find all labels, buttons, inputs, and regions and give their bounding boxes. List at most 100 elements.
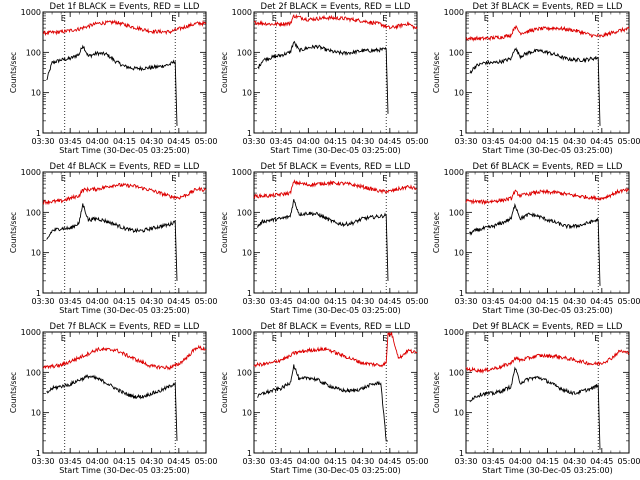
panel-det-7: Det 7f BLACK = Events, RED = LLD 1 10 100 10…: [9, 322, 218, 475]
y-axis-label: Counts/sec: [432, 372, 441, 413]
eclipse-marker-label: E: [61, 334, 66, 343]
plot-frame: [42, 331, 207, 454]
x-tick-label: 03:30: [454, 297, 477, 306]
x-axis-label: Start Time (30-Dec-05 03:25:00): [59, 306, 190, 315]
x-tick-label: 04:00: [509, 137, 532, 146]
series-events-line: [46, 203, 178, 281]
y-axis-label: Counts/sec: [220, 372, 229, 413]
x-tick-label: 05:00: [617, 297, 640, 306]
eclipse-marker-label: E: [594, 14, 599, 23]
y-tick-label: 1000: [232, 328, 252, 337]
y-tick-label: 10: [242, 409, 252, 418]
y-tick-label: 1000: [21, 168, 41, 177]
x-tick-label: 04:00: [86, 457, 109, 466]
y-tick-label: 1000: [232, 168, 252, 177]
panel-det-8: Det 8f BLACK = Events, RED = LLD 1 10 100 10…: [220, 322, 429, 475]
y-tick-label: 1: [459, 129, 464, 138]
x-tick-label: 03:45: [59, 297, 82, 306]
x-tick-label: 04:00: [297, 297, 320, 306]
series-lld-line: [253, 179, 418, 200]
eclipse-marker-label: E: [171, 334, 176, 343]
y-tick-label: 1: [36, 289, 41, 298]
x-tick-label: 04:30: [140, 137, 163, 146]
y-tick-label: 100: [237, 208, 252, 217]
x-tick-label: 03:45: [59, 137, 82, 146]
panel-title: Det 1f BLACK = Events, RED = LLD: [50, 2, 200, 12]
panel-det-5: Det 5f BLACK = Events, RED = LLD 1 10 100 10…: [220, 162, 429, 315]
x-tick-label: 05:00: [194, 457, 217, 466]
y-tick-label: 100: [26, 208, 41, 217]
x-tick-label: 03:30: [242, 457, 265, 466]
y-tick-label: 1: [247, 449, 252, 458]
panel-title: Det 8f BLACK = Events, RED = LLD: [261, 322, 411, 332]
y-tick-label: 1: [459, 449, 464, 458]
x-tick-label: 05:00: [405, 297, 428, 306]
y-tick-label: 1: [459, 289, 464, 298]
x-axis-label: Start Time (30-Dec-05 03:25:00): [482, 146, 613, 155]
y-tick-label: 10: [242, 89, 252, 98]
x-tick-label: 04:00: [86, 137, 109, 146]
series-lld-line: [465, 349, 630, 374]
x-tick-label: 04:30: [563, 297, 586, 306]
panel-title: Det 3f BLACK = Events, RED = LLD: [473, 2, 623, 12]
y-axis-label: Counts/sec: [9, 372, 18, 413]
y-axis-label: Counts/sec: [9, 52, 18, 93]
eclipse-marker-label: E: [484, 174, 489, 183]
panel-det-3: Det 3f BLACK = Events, RED = LLD 1 10 100 10…: [432, 2, 640, 155]
x-tick-label: 03:30: [454, 137, 477, 146]
x-tick-label: 04:45: [378, 297, 401, 306]
eclipse-marker-label: E: [61, 14, 66, 23]
x-tick-label: 04:30: [351, 297, 374, 306]
y-tick-label: 1000: [21, 328, 41, 337]
x-tick-label: 04:15: [324, 137, 347, 146]
x-tick-label: 04:30: [140, 297, 163, 306]
x-tick-label: 04:45: [167, 137, 190, 146]
panel-title: Det 4f BLACK = Events, RED = LLD: [50, 162, 200, 172]
y-tick-label: 1000: [232, 8, 252, 17]
x-tick-label: 04:30: [563, 137, 586, 146]
series-events-line: [257, 40, 389, 114]
x-tick-label: 04:00: [509, 297, 532, 306]
plot-frame: [465, 331, 630, 454]
y-axis-label: Counts/sec: [220, 52, 229, 93]
panel-title: Det 2f BLACK = Events, RED = LLD: [261, 2, 411, 12]
y-tick-label: 10: [31, 89, 41, 98]
x-tick-label: 04:00: [86, 297, 109, 306]
x-axis-label: Start Time (30-Dec-05 03:25:00): [270, 306, 401, 315]
y-tick-label: 1: [36, 129, 41, 138]
y-tick-label: 100: [449, 368, 464, 377]
y-tick-label: 100: [449, 208, 464, 217]
x-axis-label: Start Time (30-Dec-05 03:25:00): [59, 146, 190, 155]
x-tick-label: 04:00: [297, 137, 320, 146]
panel-det-9: Det 9f BLACK = Events, RED = LLD 1 10 100 10…: [432, 322, 640, 475]
y-tick-label: 10: [31, 249, 41, 258]
series-events-line: [469, 366, 601, 450]
y-axis-label: Counts/sec: [9, 212, 18, 253]
x-axis-label: Start Time (30-Dec-05 03:25:00): [482, 466, 613, 475]
y-tick-label: 10: [454, 409, 464, 418]
x-tick-label: 03:30: [31, 457, 54, 466]
eclipse-marker-label: E: [382, 14, 387, 23]
plot-frame: [42, 171, 207, 294]
x-tick-label: 03:45: [270, 297, 293, 306]
x-tick-label: 04:30: [351, 457, 374, 466]
panel-det-4: Det 4f BLACK = Events, RED = LLD 1 10 100 10…: [9, 162, 218, 315]
x-tick-label: 04:30: [351, 137, 374, 146]
y-tick-label: 100: [237, 368, 252, 377]
x-tick-label: 04:15: [113, 297, 136, 306]
series-lld-line: [42, 182, 207, 206]
y-axis-label: Counts/sec: [220, 212, 229, 253]
series-events-line: [46, 373, 178, 441]
x-tick-label: 03:45: [270, 457, 293, 466]
y-tick-label: 1000: [21, 8, 41, 17]
eclipse-marker-label: E: [594, 334, 599, 343]
x-tick-label: 04:45: [378, 137, 401, 146]
x-tick-label: 03:45: [482, 137, 505, 146]
eclipse-marker-label: E: [484, 334, 489, 343]
series-lld-line: [253, 13, 418, 30]
x-tick-label: 05:00: [405, 457, 428, 466]
y-tick-label: 100: [237, 48, 252, 57]
x-tick-label: 05:00: [617, 457, 640, 466]
eclipse-marker-label: E: [382, 334, 387, 343]
